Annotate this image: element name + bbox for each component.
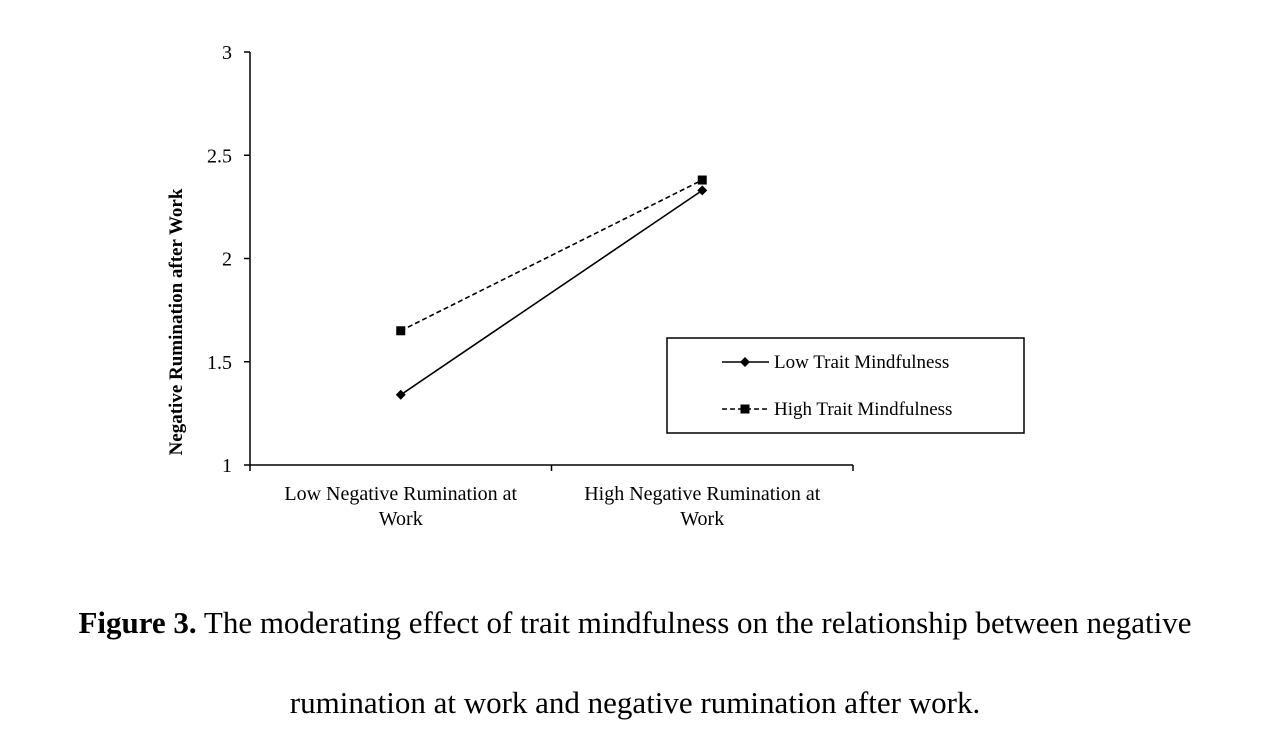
x-tick-label: High Negative Rumination at Work [584,483,821,530]
data-point [396,326,406,336]
legend-swatch-marker [740,404,750,414]
data-point [395,389,406,400]
figure-caption: Figure 3. The moderating effect of trait… [0,605,1270,641]
y-axis-ticks: 1 1.5 2 2.5 3 [207,42,250,477]
legend-label: High Trait Mindfulness [774,399,952,420]
figure-caption-text-line1: The moderating effect of trait mindfulne… [196,605,1192,640]
figure-caption-text-line2: rumination at work and negative ruminati… [289,685,981,720]
x-tick-label-line: Work [379,508,423,530]
series-2 [396,175,707,336]
line-chart: 1 1.5 2 2.5 3 Low Negative Rumination at Work… [166,42,1025,530]
figure-caption-label: Figure 3. [78,605,197,640]
y-tick-label: 2.5 [207,145,232,167]
figure-caption-continuation: rumination at work and negative ruminati… [0,685,1270,721]
x-tick-label-line: Work [680,508,724,530]
chart-legend: Low Trait Mindfulness High Trait Mindfuln… [666,337,1025,434]
x-tick-label-line: High Negative Rumination at [584,483,821,505]
y-tick-label: 3 [222,42,232,64]
legend-box [666,337,1025,434]
y-tick-label: 2 [222,249,232,271]
y-tick-label: 1.5 [207,352,232,374]
y-tick-label: 1 [222,455,232,477]
data-point [697,175,707,185]
series-line [400,189,703,396]
series-line [400,179,703,332]
legend-swatch-marker [740,357,750,367]
series-1 [395,185,708,400]
legend-label: Low Trait Mindfulness [774,352,949,373]
x-tick-label-line: Low Negative Rumination at [284,483,517,505]
x-tick-label: Low Negative Rumination at Work [284,483,517,530]
data-point [697,185,708,196]
chart-series [395,175,708,400]
y-axis-label: Negative Rumination after Work [166,188,187,455]
